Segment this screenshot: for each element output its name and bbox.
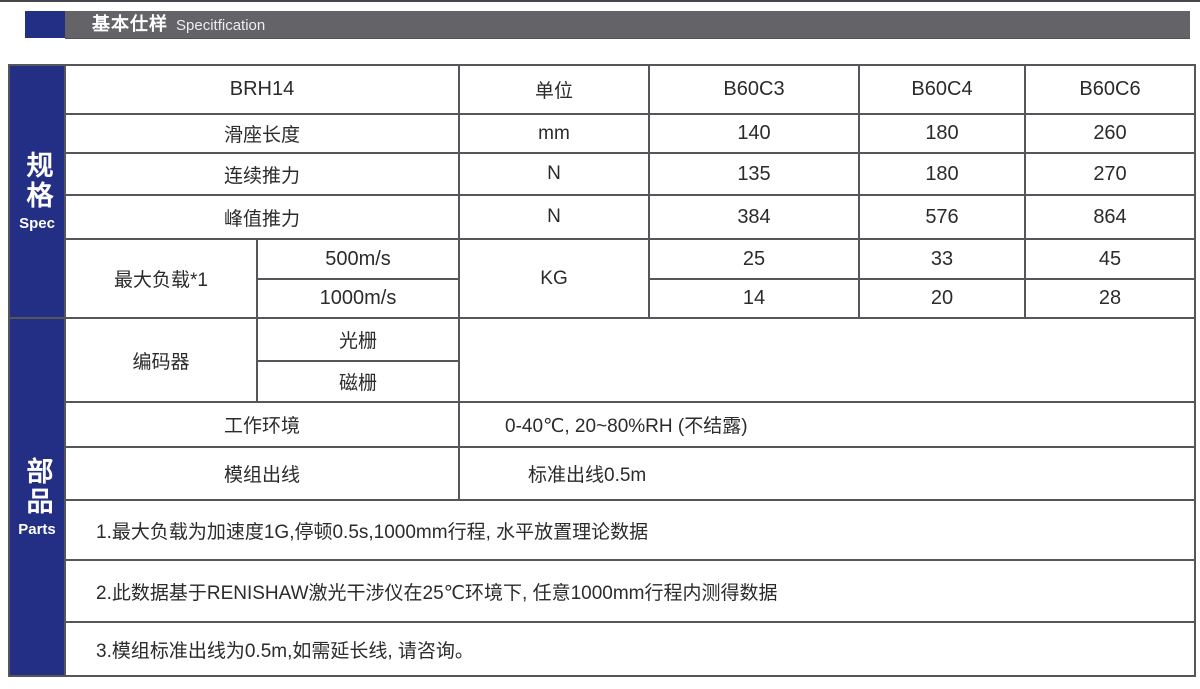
slide-length-value-b60c4: 180	[860, 115, 1024, 152]
unit-header-cell: 单位	[460, 66, 648, 113]
specification-table: 规格 Spec 部品 Parts BRH14 单位 B60C3 B60C4 B6…	[8, 64, 1196, 677]
max-load-500-value-b60c3: 25	[650, 240, 858, 278]
sidebar-parts-label-zh: 部品	[22, 456, 53, 517]
encoder-label: 编码器	[66, 319, 256, 401]
max-load-speed-1000: 1000m/s	[258, 280, 458, 317]
cable-value: 标准出线0.5m	[460, 448, 1194, 499]
max-load-1000-value-b60c3: 14	[650, 280, 858, 317]
col-header-b60c6: B60C6	[1026, 66, 1194, 113]
sidebar-spec-label-en: Spec	[19, 215, 55, 232]
max-load-speed-500: 500m/s	[258, 240, 458, 278]
max-load-1000-value-b60c6: 28	[1026, 280, 1194, 317]
cable-label: 模组出线	[66, 448, 458, 499]
sidebar-section-parts: 部品 Parts	[10, 319, 64, 675]
max-load-500-value-b60c6: 45	[1026, 240, 1194, 278]
environment-value: 0-40℃, 20~80%RH (不结露)	[460, 403, 1194, 446]
peak-force-value-b60c4: 576	[860, 196, 1024, 238]
slide-length-value-b60c6: 260	[1026, 115, 1194, 152]
max-load-label: 最大负载*1	[66, 240, 256, 317]
encoder-type-optical: 光栅	[258, 319, 458, 360]
header-accent-block	[25, 11, 65, 38]
note-3: 3.模组标准出线为0.5m,如需延长线, 请咨询。	[66, 623, 1194, 675]
section-header-bar: 基本仕样 Specitfication	[65, 11, 1190, 39]
col-header-b60c3: B60C3	[650, 66, 858, 113]
continuous-force-value-b60c4: 180	[860, 154, 1024, 194]
peak-force-label: 峰值推力	[66, 196, 458, 238]
continuous-force-value-b60c3: 135	[650, 154, 858, 194]
peak-force-unit: N	[460, 196, 648, 238]
sidebar-spec-label-zh: 规格	[22, 151, 53, 211]
slide-length-unit: mm	[460, 115, 648, 152]
max-load-1000-value-b60c4: 20	[860, 280, 1024, 317]
section-title-zh: 基本仕样	[92, 14, 168, 34]
environment-label: 工作环境	[66, 403, 458, 446]
note-1: 1.最大负载为加速度1G,停顿0.5s,1000mm行程, 水平放置理论数据	[66, 501, 1194, 559]
encoder-empty-cell	[460, 319, 1194, 401]
peak-force-value-b60c3: 384	[650, 196, 858, 238]
slide-length-value-b60c3: 140	[650, 115, 858, 152]
sidebar-section-spec: 规格 Spec	[10, 66, 64, 317]
top-divider-line	[0, 0, 1200, 2]
encoder-type-magnetic: 磁栅	[258, 362, 458, 401]
sidebar-parts-label-en: Parts	[18, 520, 56, 538]
slide-length-label: 滑座长度	[66, 115, 458, 152]
max-load-500-value-b60c4: 33	[860, 240, 1024, 278]
continuous-force-value-b60c6: 270	[1026, 154, 1194, 194]
col-header-b60c4: B60C4	[860, 66, 1024, 113]
section-title-en: Specitfication	[176, 17, 266, 34]
model-header-cell: BRH14	[66, 66, 458, 113]
continuous-force-label: 连续推力	[66, 154, 458, 194]
continuous-force-unit: N	[460, 154, 648, 194]
peak-force-value-b60c6: 864	[1026, 196, 1194, 238]
max-load-unit: KG	[460, 240, 648, 317]
note-2: 2.此数据基于RENISHAW激光干涉仪在25℃环境下, 任意1000mm行程内…	[66, 561, 1194, 621]
